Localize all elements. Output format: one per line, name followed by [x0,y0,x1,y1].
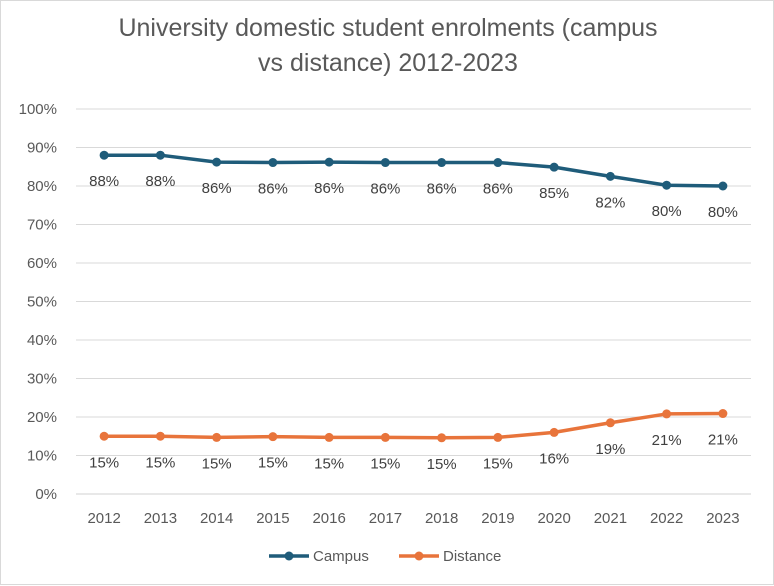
chart-title: University domestic student enrolments (… [1,11,774,81]
data-point-distance [99,431,109,441]
data-label-distance: 15% [145,454,175,471]
data-point-distance [380,432,390,442]
data-label-distance: 15% [89,454,119,471]
data-point-distance [324,432,334,442]
data-point-campus [99,150,109,160]
y-tick-label: 20% [27,409,57,426]
data-point-campus [662,180,672,190]
legend-label-campus: Campus [313,548,369,565]
data-label-distance: 21% [708,432,738,449]
data-point-campus [155,150,165,160]
series-line-campus [102,153,725,188]
data-point-campus [605,171,615,181]
data-label-campus: 86% [314,180,344,197]
x-tick-label: 2014 [200,510,233,527]
data-point-campus [437,158,447,168]
legend-marker-distance [414,551,424,561]
data-label-distance: 15% [258,455,288,472]
data-point-campus [718,181,728,191]
x-tick-label: 2022 [650,510,683,527]
y-tick-label: 50% [27,294,57,311]
data-point-distance [549,427,559,437]
data-point-campus [268,158,278,168]
y-tick-label: 60% [27,255,57,272]
data-point-distance [437,433,447,443]
y-tick-label: 100% [19,101,57,118]
legend-label-distance: Distance [443,548,501,565]
data-point-campus [549,162,559,172]
x-tick-label: 2013 [144,510,177,527]
data-point-distance [718,409,728,419]
y-tick-label: 80% [27,178,57,195]
y-tick-label: 30% [27,371,57,388]
data-label-distance: 19% [595,441,625,458]
x-tick-label: 2015 [256,510,289,527]
data-label-distance: 15% [427,456,457,473]
data-label-campus: 82% [595,194,625,211]
chart-title-line-2: vs distance) 2012-2023 [258,49,518,77]
data-point-campus [324,157,334,167]
data-label-campus: 85% [539,185,569,202]
y-tick-label: 0% [35,486,57,503]
data-point-distance [268,432,278,442]
x-tick-label: 2012 [87,510,120,527]
data-point-campus [380,158,390,168]
x-tick-label: 2021 [594,510,627,527]
x-tick-label: 2019 [481,510,514,527]
data-label-campus: 86% [258,181,288,198]
data-label-distance: 15% [370,455,400,472]
x-tick-label: 2016 [312,510,345,527]
data-point-distance [155,431,165,441]
data-label-campus: 80% [652,203,682,220]
data-label-campus: 86% [483,181,513,198]
data-label-distance: 15% [202,455,232,472]
data-point-distance [212,432,222,442]
y-tick-label: 10% [27,448,57,465]
data-label-distance: 16% [539,450,569,467]
data-point-distance [662,409,672,419]
data-label-campus: 88% [89,173,119,190]
x-tick-label: 2020 [537,510,570,527]
x-tick-label: 2023 [706,510,739,527]
series-line-distance [102,411,725,440]
y-tick-label: 90% [27,140,57,157]
x-tick-label: 2018 [425,510,458,527]
data-point-distance [493,432,503,442]
data-point-distance [605,418,615,428]
chart-title-line-1: University domestic student enrolments (… [118,14,658,42]
x-tick-label: 2017 [369,510,402,527]
legend-marker-campus [284,551,294,561]
data-label-campus: 86% [202,180,232,197]
data-label-campus: 88% [145,173,175,190]
y-tick-label: 70% [27,217,57,234]
data-label-campus: 86% [370,181,400,198]
data-label-distance: 15% [314,455,344,472]
data-point-campus [493,158,503,168]
data-label-distance: 15% [483,455,513,472]
data-label-distance: 21% [652,432,682,449]
y-tick-label: 40% [27,332,57,349]
data-label-campus: 80% [708,204,738,221]
data-point-campus [212,157,222,167]
data-label-campus: 86% [427,181,457,198]
